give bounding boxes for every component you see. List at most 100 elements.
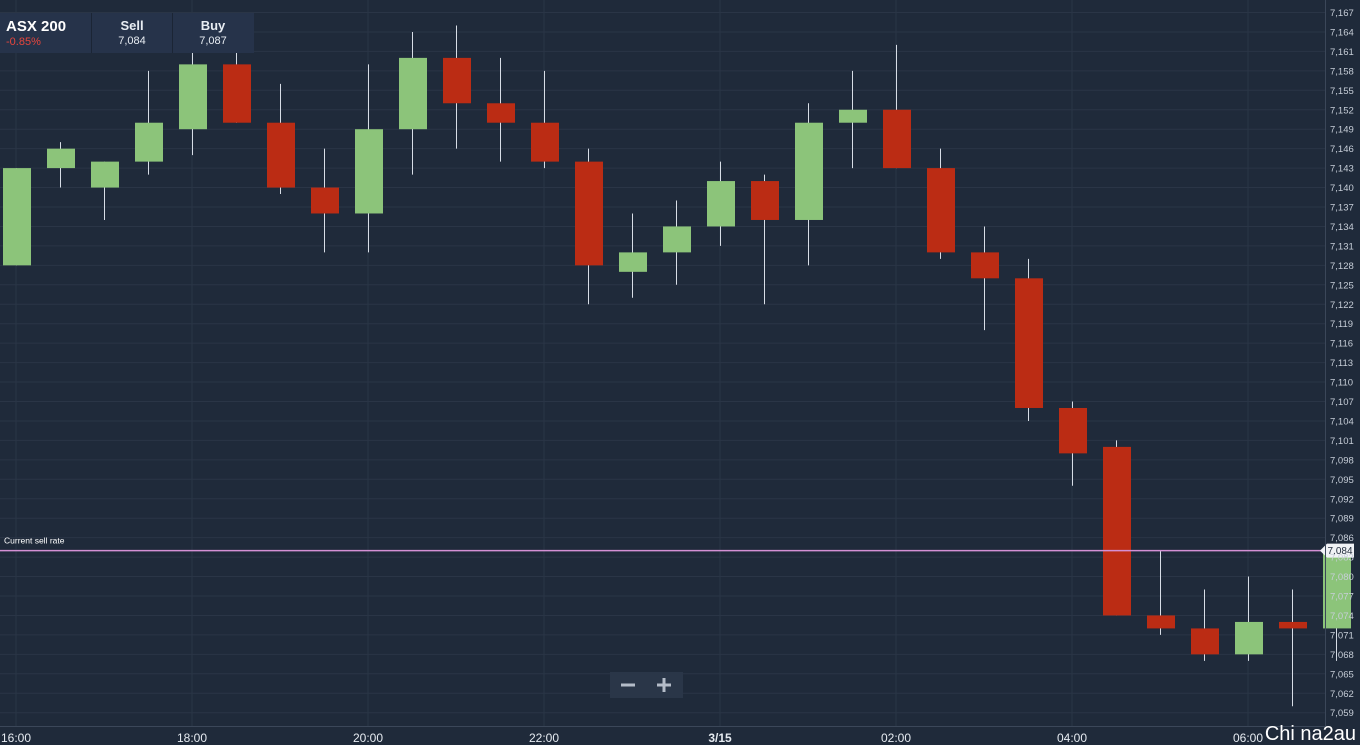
y-tick-label: 7,122 — [1330, 300, 1354, 311]
y-tick-label: 7,137 — [1330, 203, 1354, 214]
candle-body — [663, 226, 691, 253]
x-tick-label: 16:00 — [1, 731, 31, 745]
candle-down — [883, 44, 911, 169]
y-tick-label: 7,071 — [1330, 630, 1354, 641]
y-tick-label: 7,107 — [1330, 397, 1354, 408]
y-tick-label: 7,167 — [1330, 8, 1354, 19]
candle-down — [1103, 440, 1131, 616]
y-tick-label: 7,143 — [1330, 164, 1354, 175]
candle-body — [971, 252, 999, 279]
zoom-in-button[interactable] — [646, 672, 682, 698]
candle-down — [575, 148, 603, 305]
candle-body — [1147, 615, 1175, 629]
candle-body — [399, 57, 427, 130]
x-tick-label: 06:00 — [1233, 731, 1263, 745]
candle-down — [443, 25, 471, 149]
candle-body — [839, 109, 867, 123]
candle-body — [1059, 407, 1087, 454]
candles-layer — [3, 25, 1351, 707]
zoom-controls — [610, 672, 683, 698]
y-tick-label: 7,152 — [1330, 105, 1354, 116]
zoom-out-button[interactable] — [610, 672, 646, 698]
x-tick-label: 18:00 — [177, 731, 207, 745]
x-tick-label: 20:00 — [353, 731, 383, 745]
candle-up — [619, 213, 647, 298]
sell-label: Sell — [120, 18, 144, 33]
candle-body — [1323, 550, 1351, 629]
y-tick-label: 7,068 — [1330, 650, 1354, 661]
y-tick-label: 7,104 — [1330, 416, 1354, 427]
candle-up — [47, 142, 75, 188]
candle-body — [443, 57, 471, 104]
grid-layer — [0, 0, 1325, 726]
y-tick-label: 7,113 — [1330, 358, 1353, 369]
y-tick-label: 7,095 — [1330, 475, 1354, 486]
candle-body — [619, 252, 647, 272]
candle-body — [1191, 628, 1219, 655]
y-tick-label: 7,083 — [1330, 553, 1354, 564]
candle-body — [223, 64, 251, 123]
instrument-info: ASX 200 -0.85% — [0, 13, 91, 53]
candle-body — [575, 161, 603, 266]
x-tick-label: 22:00 — [529, 731, 559, 745]
candle-body — [795, 122, 823, 220]
y-tick-label: 7,149 — [1330, 125, 1354, 136]
y-tick-label: 7,155 — [1330, 86, 1354, 97]
candle-down — [267, 83, 295, 195]
buy-button[interactable]: Buy 7,087 — [172, 13, 253, 53]
x-tick-label: 02:00 — [881, 731, 911, 745]
buy-price: 7,087 — [199, 35, 227, 47]
y-tick-label: 7,101 — [1330, 436, 1354, 447]
candle-up — [399, 31, 427, 175]
candle-body — [47, 148, 75, 169]
candle-down — [311, 148, 339, 253]
candle-body — [1279, 621, 1307, 629]
candle-down — [1059, 401, 1087, 486]
overlay-layer: Current sell rate 7,084 — [0, 536, 1354, 558]
y-tick-label: 7,116 — [1330, 339, 1353, 350]
y-tick-label: 7,128 — [1330, 261, 1354, 272]
y-tick-label: 7,110 — [1330, 378, 1353, 389]
candle-down — [971, 226, 999, 331]
price-change: -0.85% — [6, 36, 41, 48]
current-price-tag: 7,084 — [1320, 543, 1354, 558]
buy-label: Buy — [200, 18, 226, 33]
x-tick-label: 3/15 — [708, 731, 732, 745]
candle-body — [355, 129, 383, 214]
candle-body — [3, 168, 31, 266]
plus-icon — [657, 678, 671, 692]
candle-body — [267, 122, 295, 188]
candle-up — [1235, 576, 1263, 661]
sell-price: 7,084 — [118, 35, 146, 47]
candle-body — [91, 161, 119, 188]
candle-down — [1147, 550, 1175, 635]
candle-body — [927, 168, 955, 253]
y-tick-label: 7,062 — [1330, 689, 1354, 700]
candle-body — [1103, 446, 1131, 616]
candle-body — [179, 64, 207, 130]
candle-body — [487, 103, 515, 123]
candle-up — [3, 168, 31, 266]
y-tick-label: 7,074 — [1330, 611, 1354, 622]
y-tick-label: 7,131 — [1330, 241, 1354, 252]
candle-body — [531, 122, 559, 162]
y-tick-label: 7,119 — [1330, 319, 1353, 330]
y-tick-label: 7,092 — [1330, 494, 1354, 505]
candle-up — [707, 161, 735, 246]
y-tick-label: 7,086 — [1330, 533, 1354, 544]
y-tick-label: 7,065 — [1330, 669, 1354, 680]
y-tick-label: 7,089 — [1330, 514, 1354, 525]
watermark: Chi na2au — [1264, 723, 1356, 745]
y-tick-label: 7,098 — [1330, 455, 1354, 466]
y-tick-label: 7,164 — [1330, 27, 1354, 38]
candle-up — [355, 64, 383, 253]
candle-body — [1015, 278, 1043, 408]
y-tick-label: 7,059 — [1330, 708, 1354, 719]
candle-down — [223, 44, 251, 123]
candle-body — [1235, 621, 1263, 655]
minus-icon — [621, 683, 635, 687]
y-tick-label: 7,125 — [1330, 280, 1354, 291]
candle-up — [795, 103, 823, 266]
sell-button[interactable]: Sell 7,084 — [91, 13, 172, 53]
